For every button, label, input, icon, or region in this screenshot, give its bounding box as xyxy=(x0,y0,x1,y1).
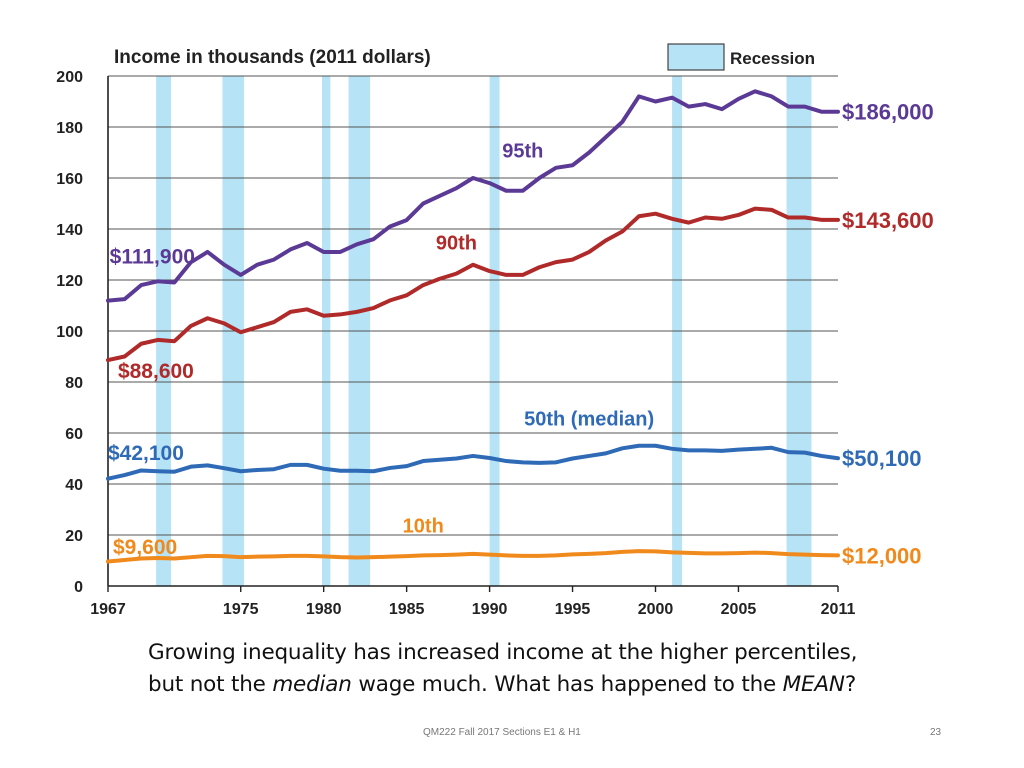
y-tick-label: 0 xyxy=(74,579,83,596)
series-end-value-label: $186,000 xyxy=(842,100,934,125)
series-start-value-label: $42,100 xyxy=(108,442,184,465)
income-percentile-chart: 0 20 40 60 80 100 120 140 160 180 200 1967 1975 1980 1… xyxy=(56,43,934,618)
series-line xyxy=(106,549,840,564)
series-end-value-label: $143,600 xyxy=(842,208,934,233)
series-name-label: 95th xyxy=(502,141,543,163)
series-line xyxy=(106,443,840,481)
x-tick-label: 1967 xyxy=(90,601,126,618)
series-line xyxy=(106,206,840,363)
x-tick-label: 1990 xyxy=(472,601,508,618)
x-tick-label: 1985 xyxy=(389,601,425,618)
series-end-value-label: $12,000 xyxy=(842,543,922,568)
y-tick-label: 100 xyxy=(56,324,83,341)
caption-text: but not the xyxy=(148,672,273,697)
caption-text: wage much. What has happened to the xyxy=(351,672,783,697)
caption-line-2: but not the median wage much. What has h… xyxy=(148,669,968,701)
y-tick-label: 200 xyxy=(56,69,83,86)
series-start-value-label: $111,900 xyxy=(110,245,195,268)
series-name-label: 10th xyxy=(403,515,444,537)
chart-svg: 0 20 40 60 80 100 120 140 160 180 200 1967 1975 1980 1… xyxy=(56,43,934,618)
series-start-value-label: $88,600 xyxy=(118,360,194,383)
y-tick-label: 80 xyxy=(65,375,83,392)
y-tick-label: 140 xyxy=(56,222,83,239)
caption-emphasis-median: median xyxy=(272,672,352,697)
x-tick-label: 2000 xyxy=(638,601,674,618)
y-tick-label: 60 xyxy=(65,426,83,443)
legend-swatch xyxy=(667,43,725,71)
slide-caption: Growing inequality has increased income … xyxy=(148,637,968,701)
page-number: 23 xyxy=(930,727,942,738)
caption-emphasis-mean: MEAN xyxy=(782,672,845,697)
y-tick-label: 120 xyxy=(56,273,83,290)
y-tick-label: 180 xyxy=(56,120,83,137)
x-tick-label: 1980 xyxy=(306,601,342,618)
legend-label: Recession xyxy=(730,49,815,68)
x-tick-label: 1975 xyxy=(223,601,259,618)
x-tick-label: 1995 xyxy=(555,601,591,618)
series-end-value-label: $50,100 xyxy=(842,446,922,471)
x-tick-label: 2005 xyxy=(721,601,757,618)
x-tick-label: 2011 xyxy=(821,601,856,618)
series-start-value-label: $9,600 xyxy=(113,536,177,559)
y-tick-label: 20 xyxy=(65,528,83,545)
slide-footer: QM222 Fall 2017 Sections E1 & H1 xyxy=(423,727,581,738)
caption-text: ? xyxy=(844,672,857,697)
chart-title: Income in thousands (2011 dollars) xyxy=(114,47,431,68)
series-name-label: 50th (median) xyxy=(524,408,654,430)
series-name-label: 90th xyxy=(436,232,477,254)
series-line xyxy=(106,89,840,303)
caption-line-1: Growing inequality has increased income … xyxy=(148,640,858,665)
y-tick-label: 160 xyxy=(56,171,83,188)
y-tick-label: 40 xyxy=(65,477,83,494)
